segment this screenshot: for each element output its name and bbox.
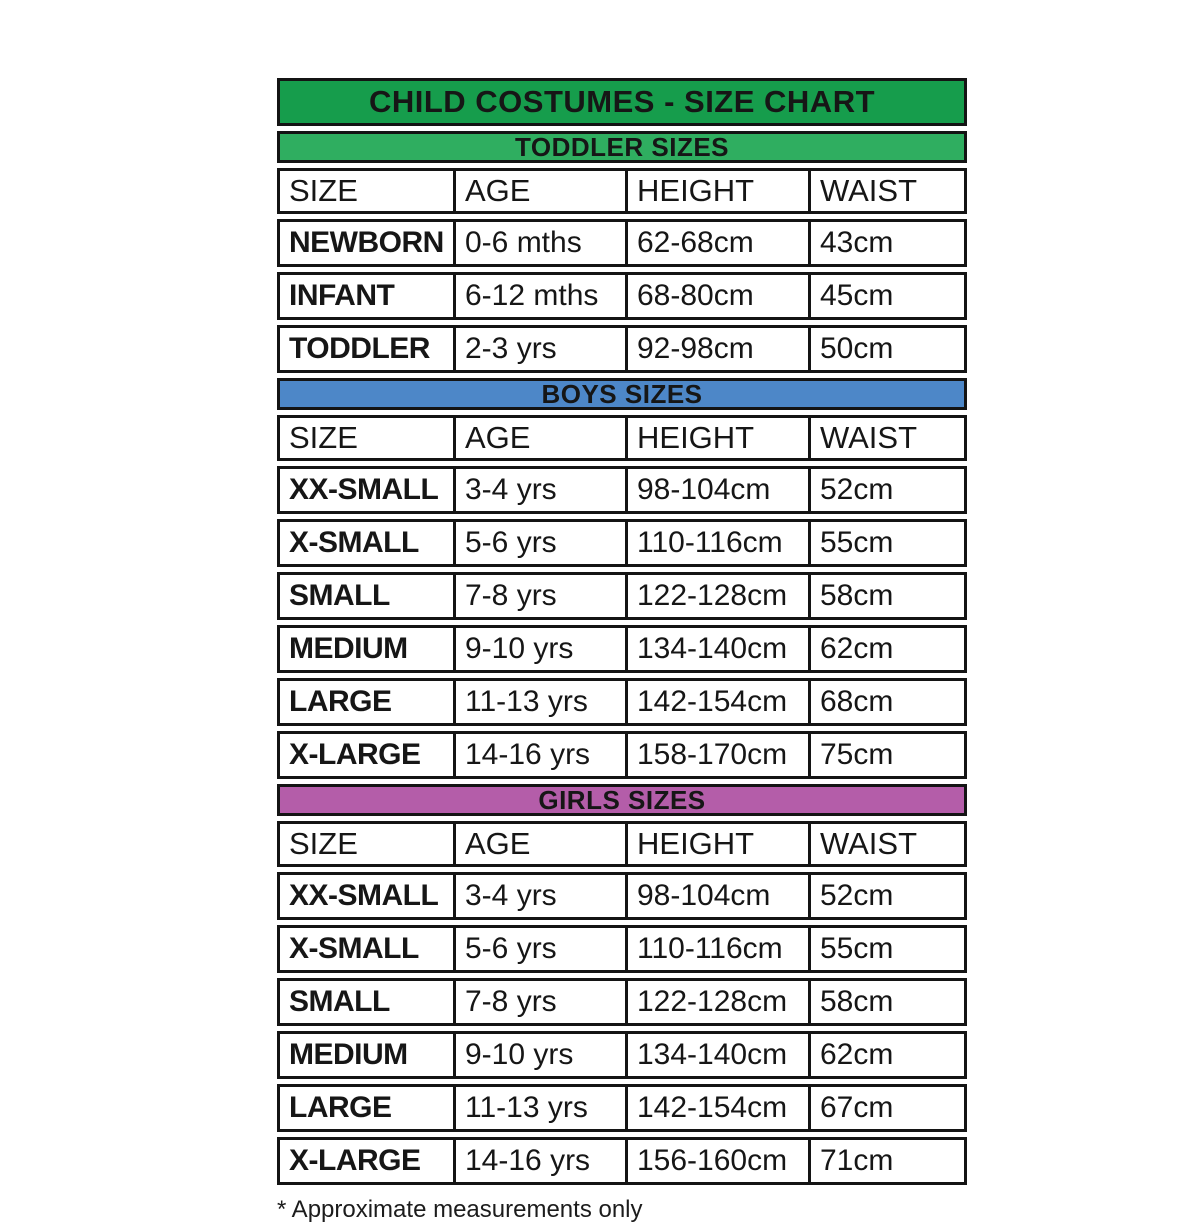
table-row: X-SMALL 5-6 yrs 110-116cm 55cm [277, 519, 967, 567]
age-cell: 9-10 yrs [453, 1034, 625, 1076]
size-cell: INFANT [289, 279, 395, 312]
table-row: SMALL 7-8 yrs 122-128cm 58cm [277, 978, 967, 1026]
table-row: MEDIUM 9-10 yrs 134-140cm 62cm [277, 1031, 967, 1079]
chart-title: CHILD COSTUMES - SIZE CHART [277, 78, 967, 126]
height-cell: 62-68cm [625, 222, 808, 264]
table-row: X-LARGE 14-16 yrs 158-170cm 75cm [277, 731, 967, 779]
table-row: NEWBORN 0-6 mths 62-68cm 43cm [277, 219, 967, 267]
table-row: LARGE 11-13 yrs 142-154cm 68cm [277, 678, 967, 726]
column-header-age: AGE [453, 824, 625, 864]
waist-cell: 52cm [808, 875, 964, 917]
size-cell: SMALL [289, 579, 390, 612]
table-row: X-LARGE 14-16 yrs 156-160cm 71cm [277, 1137, 967, 1185]
age-cell: 7-8 yrs [453, 575, 625, 617]
size-cell: XX-SMALL [289, 879, 439, 912]
column-header-size: SIZE [289, 173, 358, 208]
height-cell: 156-160cm [625, 1140, 808, 1182]
height-cell: 134-140cm [625, 1034, 808, 1076]
age-cell: 3-4 yrs [453, 875, 625, 917]
height-cell: 68-80cm [625, 275, 808, 317]
size-cell: MEDIUM [289, 632, 408, 665]
waist-cell: 58cm [808, 981, 964, 1023]
age-cell: 6-12 mths [453, 275, 625, 317]
waist-cell: 75cm [808, 734, 964, 776]
age-cell: 11-13 yrs [453, 681, 625, 723]
size-cell: XX-SMALL [289, 473, 439, 506]
size-cell: LARGE [289, 685, 392, 718]
height-cell: 110-116cm [625, 522, 808, 564]
height-cell: 98-104cm [625, 469, 808, 511]
waist-cell: 62cm [808, 1034, 964, 1076]
waist-cell: 52cm [808, 469, 964, 511]
waist-cell: 62cm [808, 628, 964, 670]
size-cell: X-LARGE [289, 738, 421, 771]
age-cell: 5-6 yrs [453, 928, 625, 970]
height-cell: 122-128cm [625, 981, 808, 1023]
column-header-row: SIZE AGE HEIGHT WAIST [277, 168, 967, 214]
table-row: INFANT 6-12 mths 68-80cm 45cm [277, 272, 967, 320]
column-header-age: AGE [453, 418, 625, 458]
age-cell: 0-6 mths [453, 222, 625, 264]
age-cell: 7-8 yrs [453, 981, 625, 1023]
height-cell: 110-116cm [625, 928, 808, 970]
waist-cell: 50cm [808, 328, 964, 370]
column-header-waist: WAIST [808, 418, 964, 458]
section-header-girls-sizes: GIRLS SIZES [277, 784, 967, 816]
height-cell: 98-104cm [625, 875, 808, 917]
section-header-toddler-sizes: TODDLER SIZES [277, 131, 967, 163]
height-cell: 142-154cm [625, 681, 808, 723]
table-row: XX-SMALL 3-4 yrs 98-104cm 52cm [277, 872, 967, 920]
size-cell: X-SMALL [289, 932, 419, 965]
age-cell: 9-10 yrs [453, 628, 625, 670]
waist-cell: 71cm [808, 1140, 964, 1182]
column-header-height: HEIGHT [625, 824, 808, 864]
column-header-waist: WAIST [808, 824, 964, 864]
waist-cell: 45cm [808, 275, 964, 317]
age-cell: 11-13 yrs [453, 1087, 625, 1129]
table-row: LARGE 11-13 yrs 142-154cm 67cm [277, 1084, 967, 1132]
waist-cell: 55cm [808, 522, 964, 564]
column-header-row: SIZE AGE HEIGHT WAIST [277, 821, 967, 867]
footnote: * Approximate measurements only [277, 1196, 643, 1223]
column-header-height: HEIGHT [625, 171, 808, 211]
table-row: SMALL 7-8 yrs 122-128cm 58cm [277, 572, 967, 620]
size-chart-table: CHILD COSTUMES - SIZE CHART TODDLER SIZE… [277, 78, 967, 1224]
age-cell: 5-6 yrs [453, 522, 625, 564]
chart-title-text: CHILD COSTUMES - SIZE CHART [368, 84, 876, 119]
age-cell: 14-16 yrs [453, 734, 625, 776]
waist-cell: 68cm [808, 681, 964, 723]
table-row: X-SMALL 5-6 yrs 110-116cm 55cm [277, 925, 967, 973]
size-cell: LARGE [289, 1091, 392, 1124]
column-header-row: SIZE AGE HEIGHT WAIST [277, 415, 967, 461]
column-header-size: SIZE [289, 826, 358, 861]
age-cell: 2-3 yrs [453, 328, 625, 370]
height-cell: 134-140cm [625, 628, 808, 670]
size-cell: NEWBORN [289, 226, 444, 259]
column-header-waist: WAIST [808, 171, 964, 211]
age-cell: 14-16 yrs [453, 1140, 625, 1182]
height-cell: 142-154cm [625, 1087, 808, 1129]
height-cell: 122-128cm [625, 575, 808, 617]
column-header-height: HEIGHT [625, 418, 808, 458]
table-row: XX-SMALL 3-4 yrs 98-104cm 52cm [277, 466, 967, 514]
waist-cell: 67cm [808, 1087, 964, 1129]
height-cell: 92-98cm [625, 328, 808, 370]
section-header-boys-sizes: BOYS SIZES [277, 378, 967, 410]
waist-cell: 58cm [808, 575, 964, 617]
age-cell: 3-4 yrs [453, 469, 625, 511]
column-header-age: AGE [453, 171, 625, 211]
waist-cell: 55cm [808, 928, 964, 970]
table-row: MEDIUM 9-10 yrs 134-140cm 62cm [277, 625, 967, 673]
size-cell: X-SMALL [289, 526, 419, 559]
height-cell: 158-170cm [625, 734, 808, 776]
table-row: TODDLER 2-3 yrs 92-98cm 50cm [277, 325, 967, 373]
size-cell: X-LARGE [289, 1144, 421, 1177]
column-header-size: SIZE [289, 420, 358, 455]
size-cell: MEDIUM [289, 1038, 408, 1071]
size-cell: SMALL [289, 985, 390, 1018]
waist-cell: 43cm [808, 222, 964, 264]
size-cell: TODDLER [289, 332, 430, 365]
chart-sections: TODDLER SIZES SIZE AGE HEIGHT WAIST NEWBORN 0-… [277, 131, 967, 1185]
